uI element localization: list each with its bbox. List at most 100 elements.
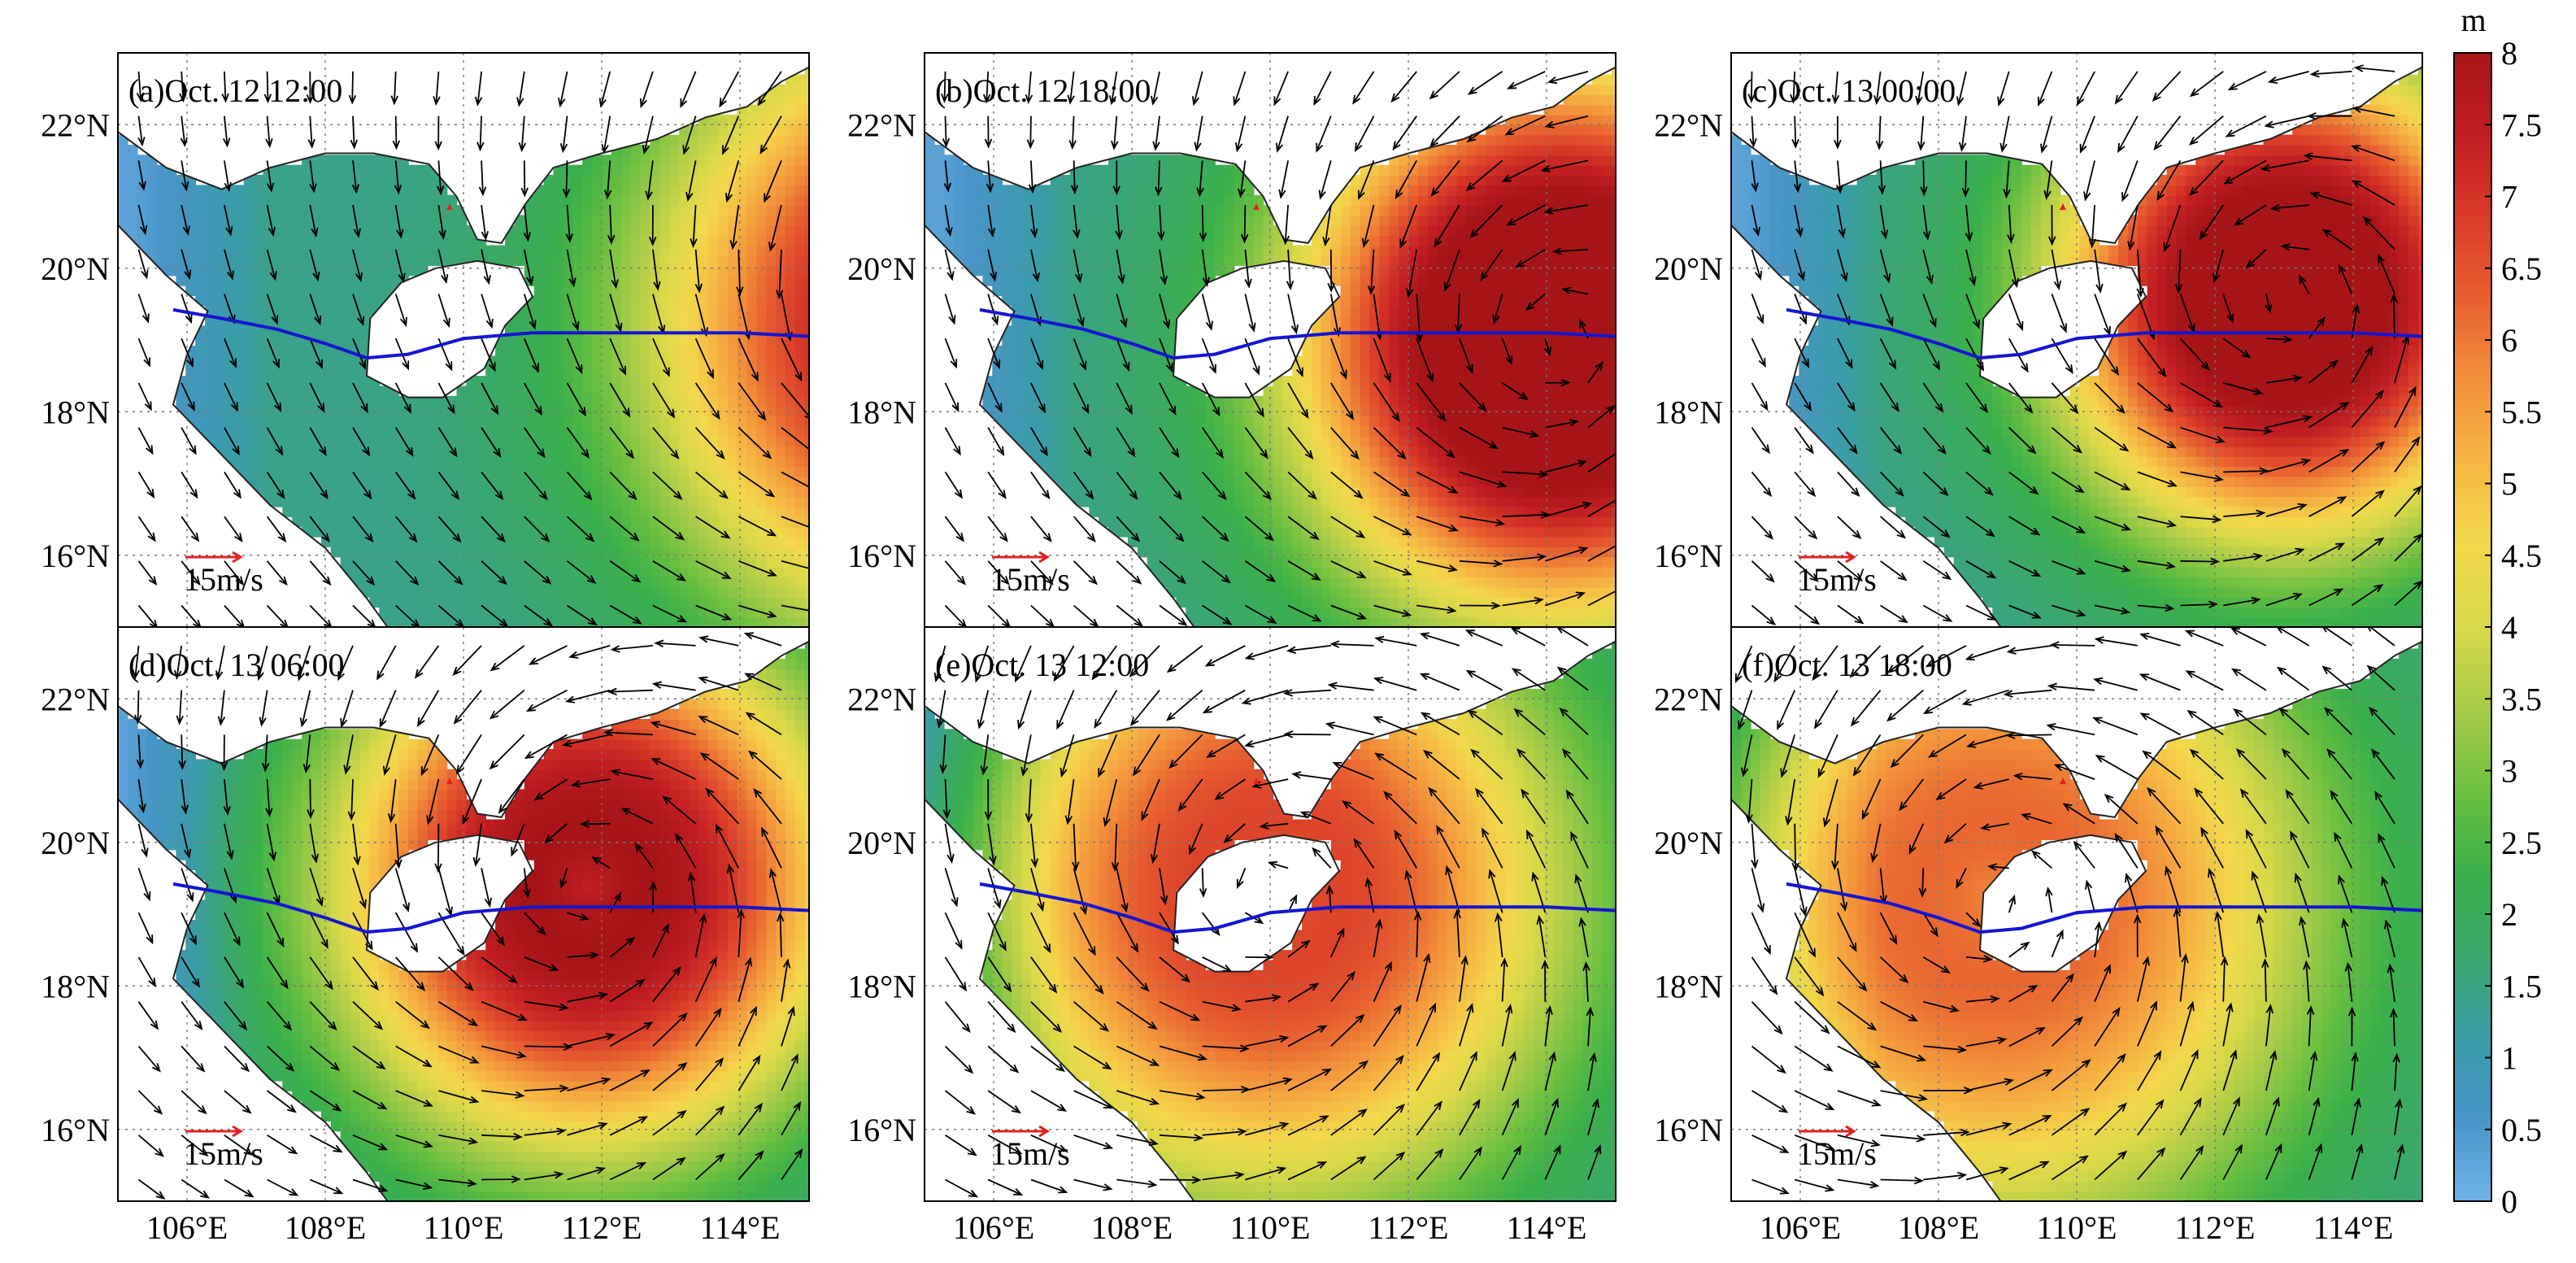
- wave-cell: [766, 385, 777, 397]
- wave-cell: [1350, 466, 1361, 477]
- typhoon-track: [172, 307, 809, 360]
- wave-cell: [1147, 355, 1158, 367]
- wave-cell: [398, 456, 409, 468]
- wave-cell: [359, 175, 371, 186]
- wave-cell: [973, 265, 984, 277]
- wave-cell: [1079, 376, 1090, 387]
- wave-cell: [669, 194, 680, 206]
- wave-cell: [1099, 346, 1109, 357]
- wind-vector: [181, 338, 194, 368]
- wave-cell: [1399, 316, 1409, 327]
- wave-cell: [776, 175, 786, 186]
- wave-cell: [1379, 596, 1390, 608]
- wave-cell: [1486, 596, 1496, 608]
- wave-cell: [1147, 486, 1158, 498]
- wind-vector: [352, 471, 372, 500]
- wave-cell: [543, 506, 555, 517]
- wave-cell: [282, 346, 293, 357]
- wave-cell: [737, 526, 748, 538]
- wave-cell: [427, 516, 438, 528]
- wave-cell: [1466, 316, 1477, 327]
- wave-cell: [1243, 577, 1255, 588]
- wave-cell: [437, 476, 448, 487]
- wave-cell: [746, 416, 758, 427]
- wave-cell: [1263, 466, 1274, 477]
- wave-cell: [1408, 446, 1419, 457]
- wave-cell: [379, 185, 389, 196]
- wave-cell: [476, 385, 486, 397]
- wave-cell: [698, 164, 709, 176]
- wave-cell: [359, 496, 371, 507]
- wave-cell: [1137, 376, 1148, 387]
- wave-cell: [1495, 385, 1506, 397]
- wave-cell: [1079, 425, 1090, 438]
- wave-cell: [1495, 506, 1506, 517]
- wind-vector: [722, 115, 740, 155]
- wave-cell: [659, 285, 671, 297]
- wave-cell: [1176, 265, 1187, 277]
- wave-cell: [620, 164, 632, 176]
- wave-cell: [707, 476, 719, 487]
- wave-cell: [620, 265, 632, 277]
- wind-vector: [221, 71, 229, 103]
- wave-cell: [746, 305, 758, 316]
- wave-cell: [592, 586, 603, 598]
- wave-cell: [1243, 456, 1255, 468]
- wave-cell: [1340, 616, 1351, 627]
- wave-cell: [785, 194, 796, 206]
- wave-cell: [1282, 486, 1293, 498]
- wave-cell: [804, 556, 809, 568]
- wave-cell: [379, 577, 389, 588]
- wave-cell: [1408, 616, 1419, 627]
- wave-cell: [350, 325, 361, 337]
- wave-cell: [137, 235, 148, 246]
- wind-vector: [309, 338, 323, 369]
- wave-cell: [485, 577, 496, 588]
- wave-cell: [1224, 436, 1235, 447]
- wave-cell: [1069, 295, 1081, 307]
- wave-cell: [1360, 586, 1371, 598]
- wave-cell: [427, 446, 438, 457]
- wave-cell: [707, 316, 719, 327]
- wave-cell: [1060, 295, 1071, 307]
- wave-cell: [650, 416, 661, 427]
- wave-cell: [1447, 436, 1458, 447]
- wave-cell: [620, 456, 632, 468]
- wave-cell: [1012, 365, 1022, 377]
- wave-cell: [698, 486, 709, 498]
- wave-cell: [272, 416, 284, 427]
- wind-vector: [609, 382, 631, 418]
- wave-cell: [1514, 486, 1525, 498]
- wave-cell: [1602, 536, 1612, 547]
- wave-cell: [359, 395, 371, 407]
- wave-cell: [1514, 365, 1525, 377]
- wave-cell: [1050, 305, 1061, 316]
- wave-cell: [611, 496, 622, 507]
- wave-cell: [1108, 406, 1119, 417]
- wave-cell: [1611, 456, 1616, 468]
- wave-cell: [1282, 395, 1293, 407]
- wave-cell: [1292, 446, 1303, 457]
- wave-cell: [1611, 385, 1616, 397]
- wave-cell: [253, 325, 264, 337]
- wave-cell: [1099, 486, 1109, 498]
- wave-cell: [1176, 395, 1187, 407]
- wave-cell: [1437, 376, 1448, 387]
- wave-cell: [417, 205, 429, 216]
- wave-cell: [1069, 365, 1081, 377]
- wave-cell: [572, 547, 583, 558]
- wave-cell: [679, 265, 690, 277]
- wave-cell: [698, 255, 709, 267]
- wave-cell: [727, 577, 738, 588]
- wave-cell: [1456, 436, 1468, 447]
- wave-cell: [330, 395, 342, 407]
- wind-vector: [764, 160, 782, 203]
- wave-cell: [1350, 547, 1361, 558]
- wave-cell: [756, 506, 768, 517]
- wave-cell: [1156, 547, 1168, 558]
- wave-cell: [785, 365, 796, 377]
- wave-cell: [1582, 376, 1593, 387]
- wave-cell: [1553, 486, 1564, 498]
- wave-cell: [1553, 577, 1564, 588]
